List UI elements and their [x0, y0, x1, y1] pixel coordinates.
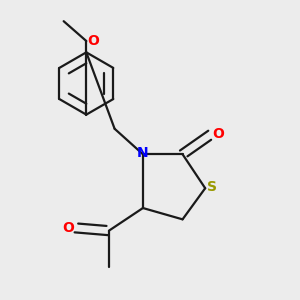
Text: S: S: [207, 180, 217, 194]
Text: O: O: [212, 128, 224, 141]
Text: O: O: [62, 221, 74, 235]
Text: N: N: [137, 146, 149, 160]
Text: O: O: [87, 34, 99, 48]
